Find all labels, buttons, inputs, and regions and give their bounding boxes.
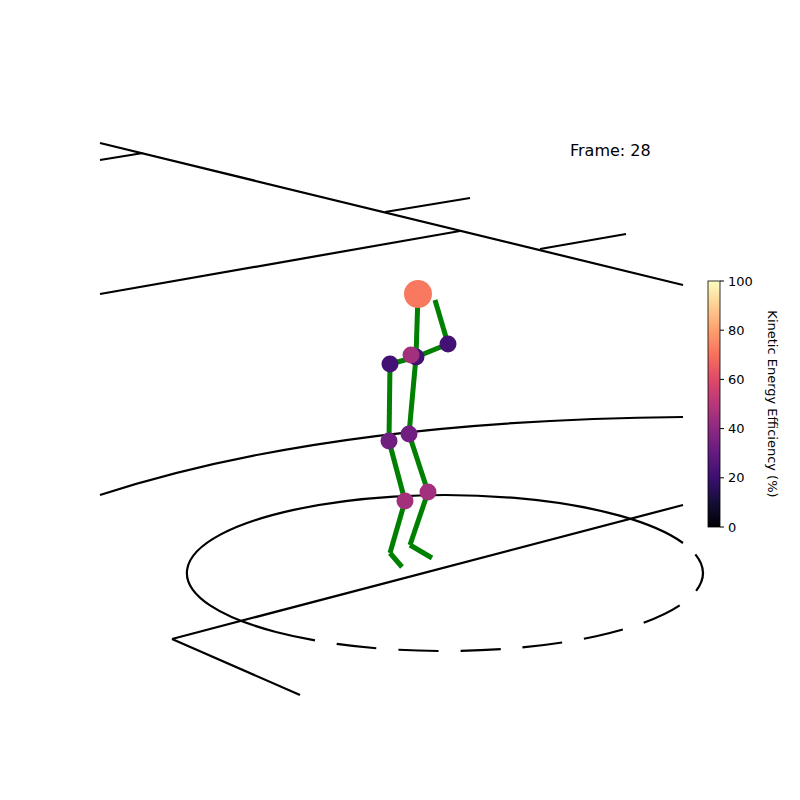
svg-text:40: 40 [728,421,745,436]
svg-text:80: 80 [728,323,745,338]
svg-text:20: 20 [728,470,745,485]
svg-text:60: 60 [728,372,745,387]
svg-text:Kinetic Energy Efficiency (%): Kinetic Energy Efficiency (%) [765,310,780,497]
svg-text:0: 0 [728,520,736,535]
svg-text:Frame: 28: Frame: 28 [570,141,651,160]
svg-text:100: 100 [728,274,753,289]
